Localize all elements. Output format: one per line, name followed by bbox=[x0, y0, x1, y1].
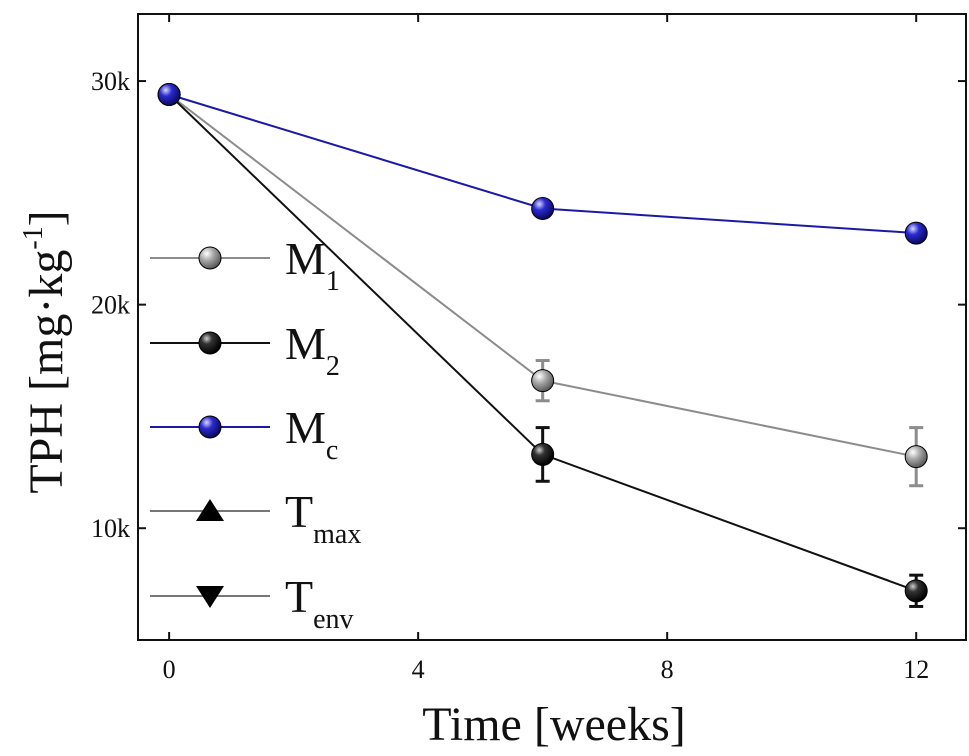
plot-frame bbox=[137, 13, 967, 641]
x-tick-label: 4 bbox=[412, 655, 425, 684]
legend-marker-triangle-up bbox=[196, 499, 224, 521]
y-tick-label: 30k bbox=[91, 67, 130, 96]
series-line-M1 bbox=[168, 93, 917, 458]
legend-label-main: M bbox=[285, 233, 326, 284]
legend-label: Tenv bbox=[285, 571, 354, 635]
legend-label: M1 bbox=[285, 233, 340, 297]
legend-label-sub: 1 bbox=[326, 266, 340, 297]
x-tick-label: 0 bbox=[163, 655, 176, 684]
legend-label: Mc bbox=[285, 402, 338, 466]
legend-marker-triangle-down bbox=[196, 586, 224, 608]
x-tick-label: 8 bbox=[661, 655, 674, 684]
data-point-M2 bbox=[531, 442, 555, 466]
legend-marker-sphere bbox=[198, 246, 222, 270]
data-point-M2 bbox=[904, 579, 928, 603]
legend-label-main: T bbox=[285, 486, 313, 537]
data-point-M1 bbox=[531, 369, 555, 393]
legend-marker-sphere bbox=[198, 331, 222, 355]
series-layer bbox=[157, 82, 928, 608]
y-tick-label: 10k bbox=[91, 514, 130, 543]
y-axis-title-sup: -1 bbox=[18, 226, 49, 249]
y-axis-title: TPH [mg·kg-1] bbox=[18, 210, 73, 493]
data-point-M1 bbox=[904, 445, 928, 469]
legend-label-main: T bbox=[285, 571, 313, 622]
legend-label-main: M bbox=[285, 318, 326, 369]
legend-label-sub: env bbox=[313, 604, 353, 635]
legend-marker-sphere bbox=[198, 415, 222, 439]
legend-label-sub: max bbox=[313, 519, 361, 550]
series-line-M2 bbox=[168, 93, 917, 592]
y-axis-title-close: ] bbox=[20, 210, 73, 226]
y-tick-label: 20k bbox=[91, 291, 130, 320]
y-axis-title-main: TPH [mg·kg bbox=[20, 250, 73, 494]
legend-label: Tmax bbox=[285, 486, 361, 550]
data-point-Mc bbox=[531, 197, 555, 221]
data-point-Mc bbox=[904, 221, 928, 245]
legend-label-sub: c bbox=[326, 435, 338, 466]
legend-label-main: M bbox=[285, 402, 326, 453]
legend-label: M2 bbox=[285, 318, 340, 382]
x-tick-label: 12 bbox=[903, 655, 929, 684]
data-point-Mc bbox=[157, 82, 181, 106]
legend-label-sub: 2 bbox=[326, 351, 340, 382]
x-axis-title: Time [weeks] bbox=[422, 698, 686, 751]
